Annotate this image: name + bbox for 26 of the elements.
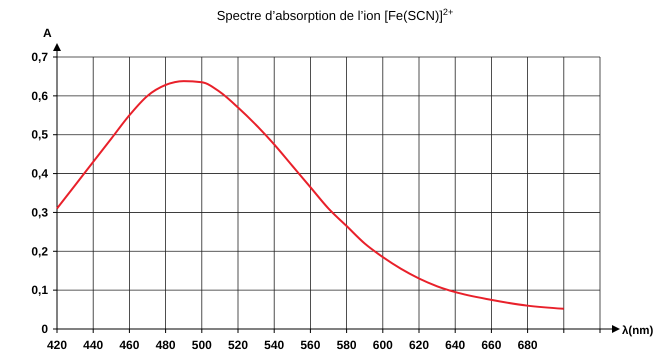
- x-tick-label: 560: [300, 338, 321, 352]
- x-tick-label: 480: [156, 338, 176, 352]
- y-tick-label: 0: [41, 322, 48, 336]
- y-tick-label: 0,2: [31, 244, 48, 258]
- x-tick-label: 640: [445, 338, 466, 352]
- x-tick-label: 600: [372, 338, 394, 352]
- x-tick-label: 680: [518, 338, 538, 352]
- x-axis-title: λ(nm): [622, 325, 654, 337]
- line-series: [56, 80, 565, 310]
- y-axis-title: A: [43, 26, 52, 40]
- y-tick-label: 0,4: [31, 166, 48, 181]
- chart-title: Spectre d’absorption de l’ion [Fe(SCN)]$^{2+}$: [216, 7, 454, 23]
- x-tick-label: 620: [408, 338, 430, 352]
- x-tick-label: 500: [192, 338, 212, 352]
- y-tick-label: 0,1: [31, 283, 48, 298]
- y-tick-label: 0,7: [31, 50, 48, 64]
- x-tick-label: 440: [83, 338, 104, 352]
- x-tick-label: 460: [119, 338, 140, 352]
- y-tick-label: 0,5: [31, 128, 48, 142]
- x-tick-label: 520: [228, 338, 248, 352]
- x-tick-label: 660: [481, 338, 502, 352]
- x-tick-label: 580: [336, 338, 357, 352]
- x-tick-label: 540: [264, 338, 285, 352]
- y-tick-label: 0,3: [31, 205, 48, 220]
- x-tick-label: 420: [46, 338, 68, 352]
- y-tick-label: 0,6: [31, 88, 48, 103]
